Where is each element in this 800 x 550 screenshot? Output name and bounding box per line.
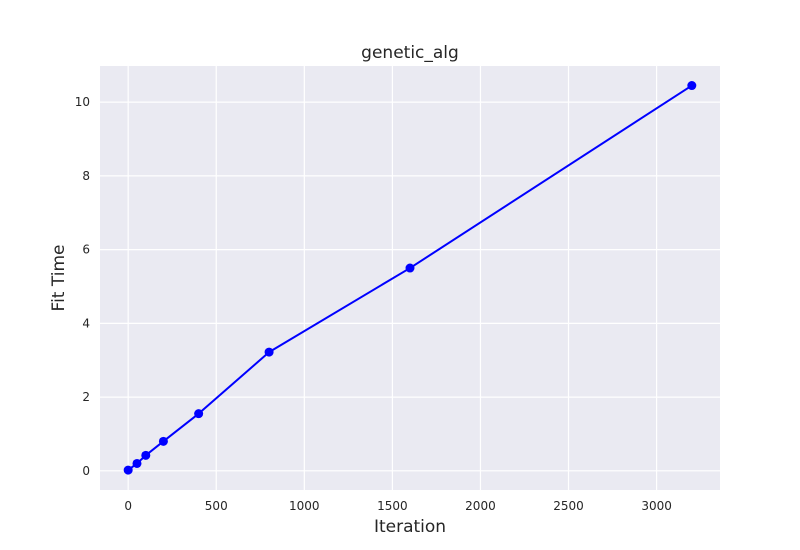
data-series (123, 81, 697, 475)
data-point (158, 436, 168, 446)
x-tick-label: 2000 (465, 499, 496, 513)
data-point (141, 450, 151, 460)
data-point (264, 347, 274, 357)
y-tick-label: 6 (82, 243, 90, 257)
data-point (687, 81, 697, 91)
y-tick-labels: 0 2 4 6 8 10 (75, 95, 90, 478)
x-tick-label: 2500 (553, 499, 584, 513)
chart-title: genetic_alg (361, 43, 459, 63)
x-tick-label: 3000 (641, 499, 672, 513)
x-axis-label: Iteration (374, 517, 446, 537)
y-tick-label: 0 (82, 464, 90, 478)
y-tick-label: 4 (82, 316, 90, 330)
data-point (123, 465, 133, 475)
x-tick-label: 1000 (289, 499, 320, 513)
y-tick-label: 10 (75, 95, 90, 109)
x-tick-labels: 0 500 1000 1500 2000 2500 3000 (124, 499, 672, 513)
x-tick-label: 0 (124, 499, 132, 513)
x-tick-label: 1500 (377, 499, 408, 513)
y-axis-label: Fit Time (49, 245, 69, 312)
grid-lines (100, 66, 720, 490)
data-point (132, 458, 142, 468)
y-tick-label: 2 (82, 390, 90, 404)
x-tick-label: 500 (205, 499, 228, 513)
data-point (194, 409, 204, 419)
y-tick-label: 8 (82, 169, 90, 183)
plot-area (100, 66, 720, 490)
data-point (405, 263, 415, 273)
